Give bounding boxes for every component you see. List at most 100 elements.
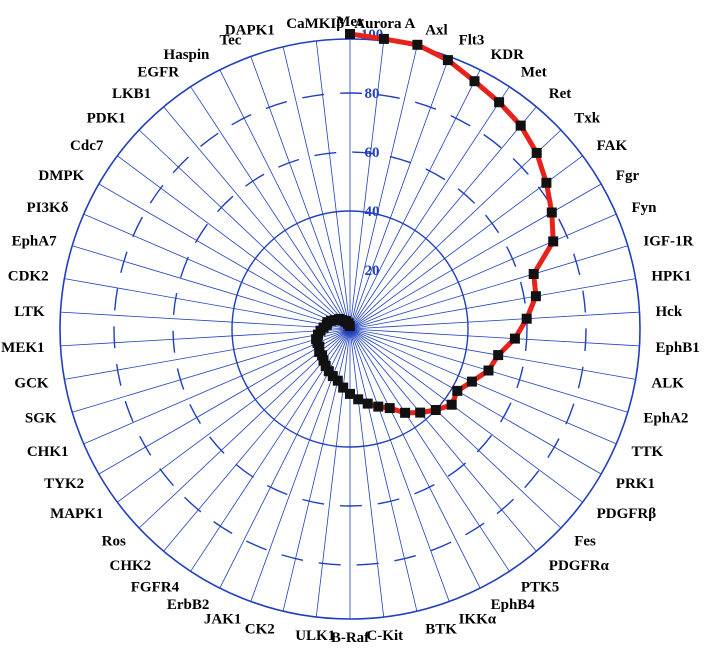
data-point-28	[338, 382, 349, 393]
data-point-5	[494, 97, 505, 108]
category-label-45: DMPK	[38, 168, 84, 184]
spoke-6	[349, 106, 537, 330]
tick-label-60: 60	[365, 145, 380, 161]
category-label-11: IGF-1R	[643, 234, 693, 250]
data-point-6	[515, 120, 526, 131]
category-label-44: PI3Kδ	[27, 200, 69, 216]
spoke-34	[138, 328, 351, 529]
category-label-18: PRK1	[616, 476, 655, 492]
radar-grid	[59, 38, 641, 620]
spoke-26	[349, 328, 385, 618]
category-label-29: CK2	[245, 622, 275, 638]
category-label-9: Fgr	[616, 168, 640, 184]
data-point-23	[384, 403, 395, 414]
spoke-50	[219, 69, 351, 330]
spoke-42	[64, 278, 351, 330]
data-point-1	[378, 33, 389, 44]
category-label-22: PTK5	[521, 579, 559, 595]
spoke-46	[117, 155, 351, 330]
category-label-25: BTK	[425, 622, 457, 638]
category-label-46: Cdc7	[70, 138, 104, 154]
data-point-13	[521, 313, 532, 324]
data-point-10	[548, 236, 559, 247]
data-point-25	[362, 398, 373, 409]
category-label-36: TYK2	[44, 476, 84, 492]
category-label-50: Haspin	[164, 47, 211, 63]
spoke-24	[349, 328, 450, 602]
category-label-35: MAPK1	[50, 506, 103, 522]
category-label-5: Met	[521, 65, 547, 81]
category-label-32: FGFR4	[131, 579, 180, 595]
category-label-19: PDGFRβ	[597, 506, 657, 522]
category-label-28: ULK1	[295, 628, 335, 644]
category-label-42: CDK2	[8, 269, 49, 285]
data-point-19	[446, 399, 457, 410]
data-point-18	[452, 385, 463, 396]
category-label-20: Fes	[574, 533, 596, 549]
category-label-14: EphB1	[656, 340, 700, 356]
spoke-15	[349, 328, 636, 380]
data-point-35	[314, 346, 325, 357]
data-point-7	[531, 147, 542, 158]
data-point-20	[430, 405, 441, 415]
category-label-0: Mer	[336, 14, 364, 30]
data-point-15	[493, 350, 504, 361]
spoke-51	[250, 56, 351, 330]
category-label-2: Axl	[425, 22, 448, 38]
data-point-31	[323, 366, 334, 377]
spoke-35	[117, 328, 351, 503]
data-point-12	[530, 291, 541, 302]
category-label-8: FAK	[597, 138, 628, 154]
category-label-48: LKB1	[112, 86, 151, 102]
category-label-51: Tec	[219, 33, 241, 49]
category-label-12: HPK1	[651, 269, 691, 285]
category-label-52: DAPK1	[225, 22, 275, 38]
series-layer	[311, 29, 559, 418]
data-point-53	[344, 321, 355, 332]
category-label-10: Fyn	[632, 200, 658, 216]
category-label-40: MEK1	[1, 340, 44, 356]
spoke-2	[349, 46, 418, 330]
spoke-40	[60, 328, 351, 347]
spoke-45	[98, 183, 351, 330]
data-point-26	[353, 394, 364, 405]
data-point-32	[320, 361, 331, 371]
tick-label-20: 20	[365, 263, 380, 279]
spoke-11	[349, 245, 628, 330]
spoke-13	[349, 311, 640, 330]
category-label-38: SGK	[25, 410, 57, 426]
category-label-16: EphA2	[643, 410, 688, 426]
spoke-4	[349, 69, 481, 330]
spoke-49	[190, 86, 351, 330]
spoke-33	[163, 328, 351, 552]
spoke-52	[282, 46, 351, 330]
data-point-24	[373, 401, 384, 412]
spoke-37	[83, 328, 351, 445]
spoke-9	[349, 183, 602, 330]
category-label-43: EphA7	[12, 234, 58, 250]
spoke-5	[349, 86, 510, 330]
data-point-27	[345, 388, 355, 399]
tick-label-40: 40	[365, 204, 380, 220]
category-label-17: TTK	[632, 444, 664, 460]
spoke-36	[98, 328, 351, 475]
spoke-39	[64, 328, 351, 380]
spoke-14	[349, 328, 640, 347]
data-point-17	[466, 376, 477, 387]
spoke-22	[349, 328, 510, 572]
spoke-12	[349, 278, 636, 330]
data-point-9	[546, 207, 557, 218]
spoke-48	[163, 106, 351, 330]
category-label-41: LTK	[14, 304, 45, 320]
category-label-7: Txk	[574, 111, 601, 127]
category-label-21: PDGFRα	[549, 558, 610, 574]
category-label-1: Aurora A	[354, 16, 415, 32]
category-label-31: ErbB2	[167, 597, 210, 613]
category-label-15: ALK	[651, 376, 684, 392]
data-point-14	[509, 333, 520, 344]
category-label-26: C-Kit	[366, 628, 403, 644]
category-label-30: JAK1	[204, 611, 242, 627]
spoke-28	[315, 328, 351, 618]
data-point-0	[345, 29, 355, 39]
